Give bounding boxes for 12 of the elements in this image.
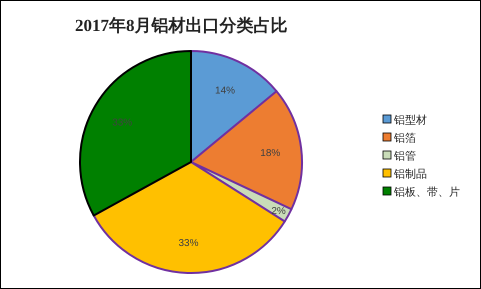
chart-title: 2017年8月铝材出口分类占比	[75, 16, 288, 35]
legend-label: 铝型材	[393, 114, 427, 126]
data-label: 14%	[215, 86, 236, 97]
data-label: 2%	[271, 206, 286, 218]
legend-label: 铝板、带、片	[393, 186, 460, 198]
data-label: 18%	[260, 148, 280, 159]
legend-label: 铝制品	[393, 168, 427, 180]
pie-slice	[79, 50, 192, 216]
legend-label: 铝箔	[393, 132, 416, 144]
data-label: 33%	[178, 238, 199, 249]
legend-label: 铝管	[393, 150, 416, 162]
data-label: 33%	[112, 117, 132, 128]
